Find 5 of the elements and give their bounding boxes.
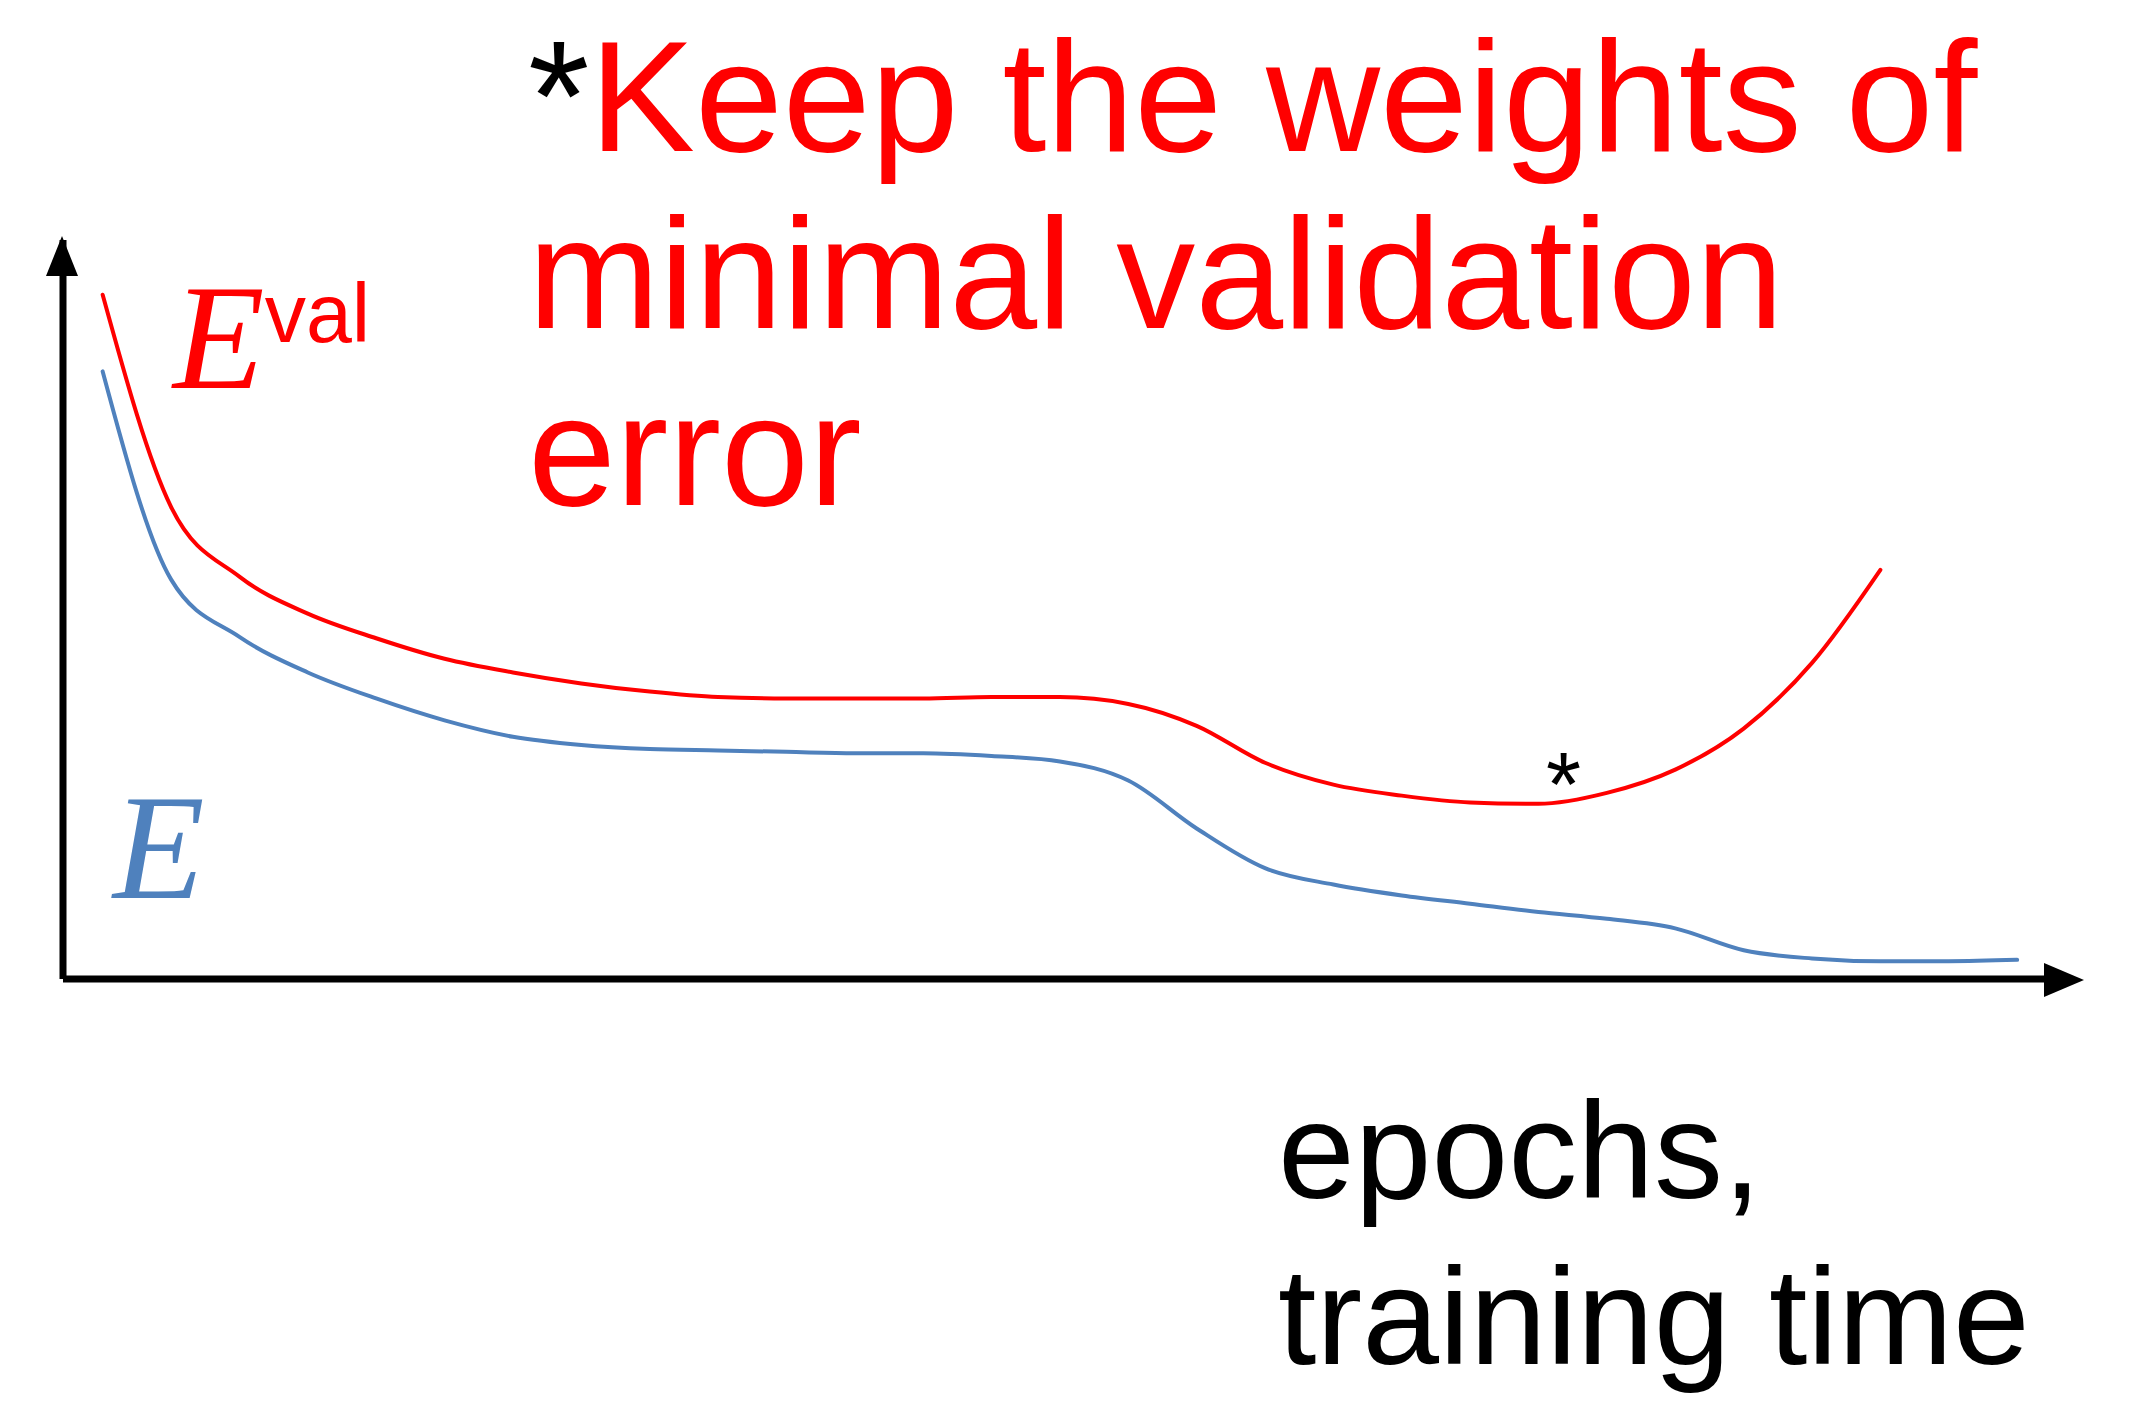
x-axis-title: epochs, training time (1278, 1072, 2031, 1395)
annotation: * (1546, 734, 1582, 835)
series-label: E$^{val}$ (171, 254, 371, 420)
chart-title: *Keep the weights of minimal validation error (528, 8, 1979, 539)
series-label: E (111, 764, 205, 930)
